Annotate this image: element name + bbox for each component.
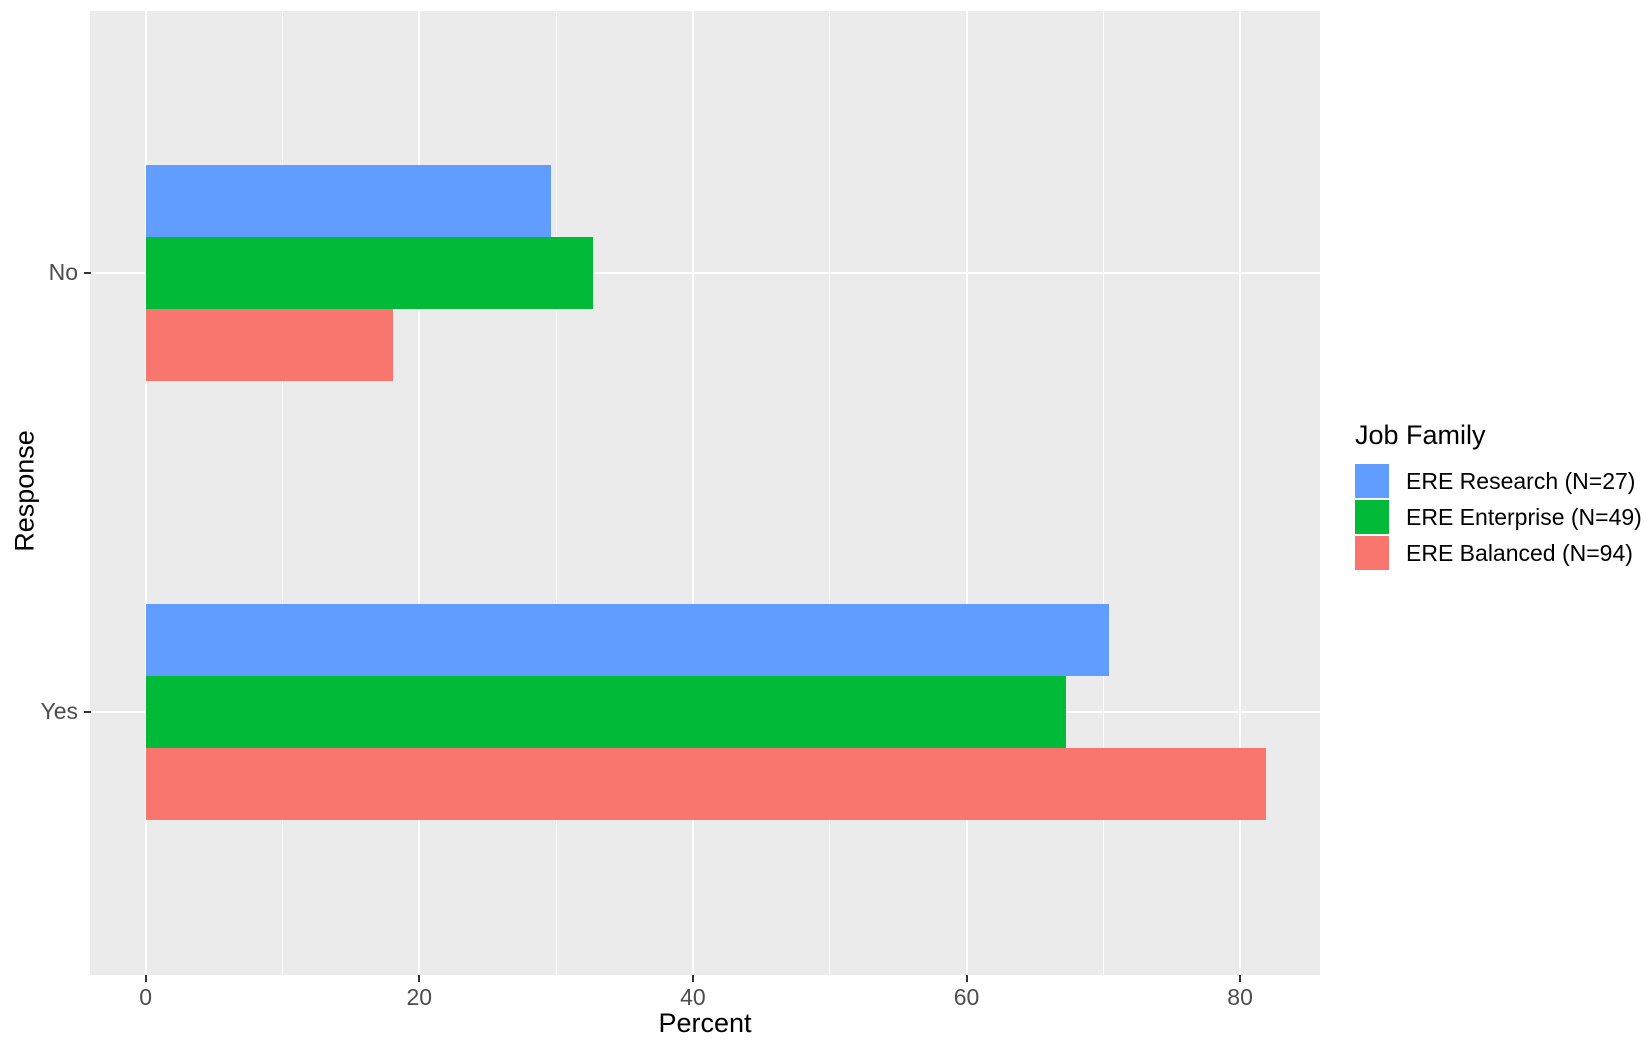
gridline-minor-x-50 (829, 11, 831, 975)
y-tick-label-no: No (48, 259, 78, 285)
gridline-minor-x-30 (555, 11, 557, 975)
y-tick-label-yes: Yes (40, 698, 78, 724)
bar-yes-ere-balanced (145, 748, 1267, 820)
y-tick-yes (84, 711, 91, 713)
bar-no-ere-enterprise (145, 237, 594, 309)
x-tick-60 (965, 975, 968, 982)
gridline-major-x-80 (1239, 11, 1242, 975)
legend: Job Family ERE Research (N=27) ERE Enterp… (1355, 420, 1642, 572)
bar-no-ere-research (145, 165, 551, 237)
legend-item-0: ERE Research (N=27) (1355, 464, 1642, 498)
x-tick-label-60: 60 (953, 984, 980, 1010)
legend-key-swatch-2 (1355, 536, 1389, 570)
gridline-major-y-no (90, 272, 1320, 274)
gridline-major-x-40 (691, 11, 694, 975)
plot-panel (90, 11, 1320, 975)
legend-item-1: ERE Enterprise (N=49) (1355, 500, 1642, 534)
legend-key-swatch-0 (1355, 464, 1389, 498)
legend-item-label-1: ERE Enterprise (N=49) (1406, 503, 1642, 530)
x-tick-label-20: 20 (406, 984, 433, 1010)
legend-title: Job Family (1355, 420, 1486, 450)
x-tick-label-40: 40 (680, 984, 706, 1010)
x-tick-0 (144, 975, 147, 982)
gridline-minor-x-70 (1102, 11, 1104, 975)
bar-no-ere-balanced (145, 309, 394, 381)
x-tick-80 (1239, 975, 1242, 982)
x-tick-20 (418, 975, 421, 982)
bar-yes-ere-research (145, 604, 1109, 676)
x-tick-40 (691, 975, 694, 982)
y-tick-no (84, 272, 91, 274)
y-axis-title: Response (9, 430, 40, 552)
bar-yes-ere-enterprise (145, 676, 1067, 748)
x-tick-label-80: 80 (1227, 984, 1253, 1010)
legend-item-label-2: ERE Balanced (N=94) (1406, 539, 1633, 566)
gridline-minor-x-10 (282, 11, 283, 975)
legend-items: ERE Research (N=27) ERE Enterprise (N=49)… (1355, 464, 1642, 570)
gridline-major-x-60 (965, 11, 968, 975)
x-axis-title: Percent (658, 1008, 752, 1038)
legend-item-label-0: ERE Research (N=27) (1406, 467, 1636, 494)
legend-key-swatch-1 (1355, 500, 1389, 534)
gridline-major-x-20 (418, 11, 421, 975)
x-tick-label-0: 0 (139, 984, 153, 1010)
gridline-major-x-0 (144, 11, 147, 975)
legend-item-2: ERE Balanced (N=94) (1355, 536, 1642, 570)
